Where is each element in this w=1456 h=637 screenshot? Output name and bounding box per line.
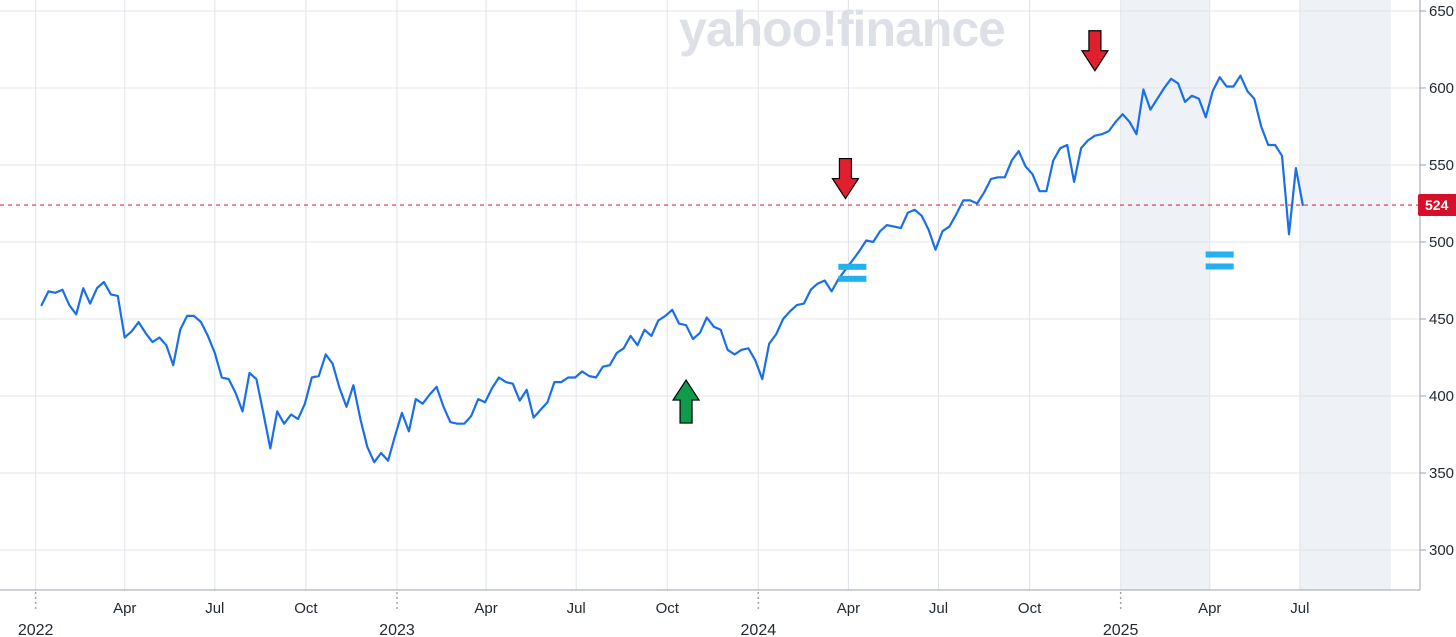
x-tick-label-month: Apr <box>1198 600 1221 617</box>
x-tick-label-month: Jul <box>929 600 948 617</box>
x-tick-label-year: 2025 <box>1103 622 1139 637</box>
y-tick-label: 600 <box>1429 80 1454 97</box>
y-tick-label: 550 <box>1429 157 1454 174</box>
x-tick-label-month: Jul <box>205 600 224 617</box>
current-price-label: 524 <box>1425 197 1449 213</box>
equals-mark-icon <box>1205 251 1234 258</box>
y-tick-label: 650 <box>1429 3 1454 20</box>
y-tick-label: 350 <box>1429 465 1454 482</box>
down-arrow-icon <box>1080 30 1110 72</box>
grid-lines <box>0 0 1420 590</box>
current-price-tag: 524 <box>1418 194 1456 217</box>
x-tick-label-month: Apr <box>837 600 860 617</box>
series-points <box>40 75 1304 464</box>
y-tick-label: 450 <box>1429 311 1454 328</box>
current-price-tag-bg <box>1418 194 1456 217</box>
equals-mark-icon <box>1205 263 1234 270</box>
x-tick-label-month: Apr <box>474 600 497 617</box>
y-axis-ticks: 300 350 400 450 500 550 600 650 <box>1420 3 1454 559</box>
y-tick-label: 300 <box>1429 542 1454 559</box>
price-series-line <box>40 74 1304 464</box>
equals-mark-icon <box>838 275 867 282</box>
x-tick-label-month: Apr <box>113 600 136 617</box>
x-tick-label-month: Oct <box>1018 600 1042 617</box>
x-axis-ticks: 2022 Apr Jul Oct 2023 Apr Jul Oct 2024 Apr Jul Oct 2… <box>18 592 1309 637</box>
axes <box>0 0 1421 591</box>
x-tick-label-month: Jul <box>567 600 586 617</box>
equals-mark-icon <box>838 263 867 270</box>
x-tick-label-month: Oct <box>656 600 680 617</box>
y-tick-label: 500 <box>1429 234 1454 251</box>
x-tick-label-year: 2023 <box>379 622 415 637</box>
highlight-bands <box>1120 0 1391 590</box>
annotations <box>671 30 1234 424</box>
yahoo-finance-watermark: yahoo!finance <box>679 1 1005 57</box>
x-tick-label-month: Jul <box>1290 600 1309 617</box>
up-arrow-icon <box>671 378 701 424</box>
x-tick-label-year: 2024 <box>741 622 777 637</box>
highlight-band <box>1120 0 1210 590</box>
highlight-band <box>1299 0 1391 590</box>
y-tick-label: 400 <box>1429 388 1454 405</box>
x-tick-label-month: Oct <box>294 600 318 617</box>
down-arrow-icon <box>831 157 860 200</box>
x-tick-label-year: 2022 <box>18 622 54 637</box>
